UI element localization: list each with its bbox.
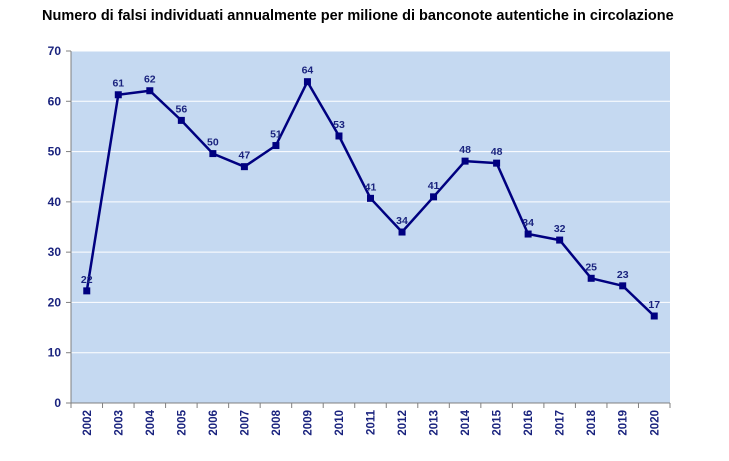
data-label: 41 [365,181,377,193]
data-label: 47 [239,150,251,162]
x-tick-label: 2003 [113,410,125,436]
x-tick-label: 2018 [586,409,598,435]
data-label: 22 [81,274,93,286]
data-point [303,78,311,86]
series-group [83,78,658,320]
data-label: 34 [522,217,534,229]
data-point [461,157,469,165]
chart-title: Numero di falsi individuati annualmente … [42,8,674,24]
y-tick-label: 10 [48,346,62,360]
data-label: 48 [459,144,471,156]
x-tick-label: 2007 [239,410,251,436]
data-point [650,312,658,320]
y-tick-label: 20 [48,295,62,309]
data-label: 23 [617,269,629,281]
data-label: 41 [428,180,440,192]
data-labels: 22 61 62 56 50 47 51 64 53 41 34 41 48 48 34 32 25 23 17 [81,65,660,311]
data-point [240,163,248,171]
data-label: 48 [491,146,503,158]
x-tick-label: 2012 [397,410,409,436]
data-label: 61 [112,78,124,90]
x-tick-label: 2002 [82,410,94,436]
x-tick-label: 2006 [208,410,220,436]
x-tick-label: 2017 [555,410,567,436]
x-tick-label: 2005 [176,409,188,435]
data-point [83,287,91,295]
data-point [398,228,406,236]
y-axis-ticks: 0 10 20 30 40 50 60 70 [48,44,62,410]
data-point [335,132,343,140]
data-label: 17 [648,299,660,311]
data-point [367,194,374,202]
y-tick-label: 0 [54,396,61,410]
data-label: 53 [333,119,345,131]
x-tick-label: 2008 [271,409,283,435]
x-tick-label: 2016 [523,410,535,436]
y-tick-label: 70 [48,44,62,58]
x-tick-label: 2014 [460,409,472,435]
x-tick-label: 2010 [334,410,346,436]
data-point [430,193,438,201]
data-label: 62 [144,74,156,86]
x-tick-label: 2011 [366,409,378,435]
data-point [209,150,217,158]
x-tick-label: 2009 [302,410,314,436]
data-label: 25 [585,261,597,273]
data-point [146,87,154,95]
axes [66,50,671,408]
x-tick-label: 2015 [492,409,504,435]
data-point [114,91,122,99]
x-tick-label: 2019 [618,410,630,436]
data-point [272,142,280,150]
data-point [556,236,564,244]
data-label: 64 [302,65,314,77]
data-label: 50 [207,137,219,149]
x-tick-label: 2004 [145,409,157,435]
data-point [619,282,627,290]
data-label: 34 [396,215,408,227]
y-tick-label: 30 [48,245,62,259]
data-point [587,274,595,282]
y-tick-label: 50 [48,145,62,159]
data-point [524,230,532,238]
data-point [177,116,185,124]
data-label: 56 [175,103,187,115]
data-label: 51 [270,129,282,141]
y-tick-label: 40 [48,195,62,209]
x-tick-label: 2013 [429,410,441,436]
y-tick-label: 60 [48,94,62,108]
x-axis-ticks: 2002 2003 2004 2005 2006 2007 2008 2009 2010 2011… [82,409,661,435]
data-point [493,159,501,167]
x-tick-label: 2020 [649,410,661,436]
data-label: 32 [554,223,566,235]
plot-area [71,51,670,403]
